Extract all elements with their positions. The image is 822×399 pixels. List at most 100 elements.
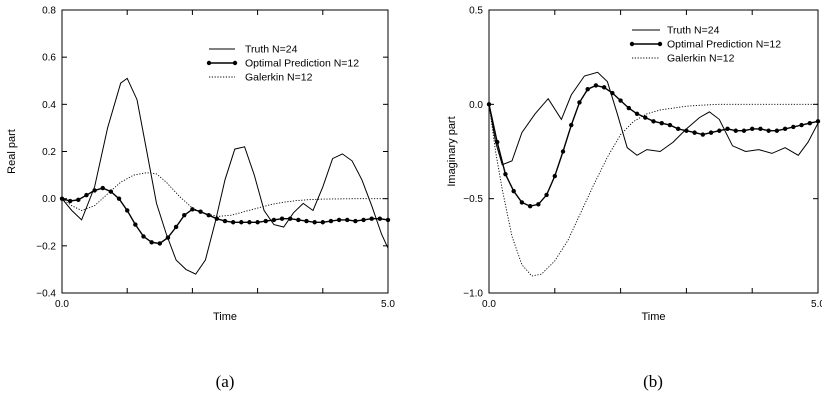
panel-b-legend-label: Truth N=24	[667, 25, 720, 37]
panel-b-legend-label: Galerkin N=12	[667, 53, 735, 65]
panel-b-optimal-point	[799, 122, 804, 128]
panel-b-optimal-point	[585, 87, 590, 92]
panel-b-optimal-point	[569, 122, 574, 128]
panel-a-optimal-point	[206, 212, 211, 218]
panel-a-legend-marker	[232, 60, 238, 66]
panel-a-caption: (a)	[216, 372, 235, 391]
panel-b-optimal-point	[700, 132, 706, 137]
panel-b-optimal-point	[684, 128, 689, 133]
panel-a-optimal-point	[173, 224, 179, 230]
panel-b-optimal-point	[815, 119, 821, 124]
panel-b-optimal-point	[692, 130, 697, 135]
panel-a-optimal-point	[385, 217, 391, 223]
panel-b-optimal-point	[659, 121, 664, 126]
panel-a-optimal-point	[59, 196, 65, 201]
panel-b-caption: (b)	[643, 372, 663, 391]
panel-b-series-galerkin	[488, 103, 818, 277]
panel-a-legend-marker	[206, 60, 212, 66]
panel-b-series-optimal	[488, 84, 819, 207]
panel-a-optimal-point	[222, 218, 228, 224]
panel-b-series-truth	[488, 71, 819, 166]
panel-a-legend-label: Truth N=24	[245, 44, 298, 56]
panel-b-optimal-point	[774, 128, 780, 133]
panel-a-optimal-point	[271, 217, 277, 223]
panel-a-optimal-point	[165, 235, 171, 240]
panel-b-optimal-point	[651, 119, 656, 124]
panel-a-optimal-point	[214, 216, 220, 221]
panel-b-xlabel: Time	[641, 311, 665, 323]
panel-a-optimal-point	[279, 216, 285, 221]
panel-b-legend-label: Optimal Prediction N=12	[667, 39, 781, 51]
panel-b-optimal-point	[675, 126, 681, 132]
panel-b-legend-marker	[657, 41, 663, 47]
panel-a-optimal-point	[353, 218, 358, 224]
panel-a-optimal-point	[84, 192, 89, 198]
panel-a-optimal-point	[361, 217, 366, 223]
panel-b-optimal-point	[750, 126, 755, 132]
panel-a-xtick-label: 0.0	[55, 299, 69, 310]
panel-a-ytick-label: 0.0	[42, 194, 56, 205]
panel-b-optimal-point	[519, 200, 525, 205]
panel-b-ytick-label: −1.0	[463, 289, 483, 300]
panel-a-optimal-point	[296, 217, 301, 223]
panel-b-optimal-point	[610, 90, 615, 96]
panel-b-ytick-label: 0.0	[469, 100, 483, 111]
panel-b-optimal-point	[791, 124, 796, 130]
panel-b-optimal-point	[725, 126, 730, 132]
panel-a-optimal-point	[255, 220, 260, 225]
panel-a-optimal-point	[133, 222, 138, 227]
panel-a-optimal-point	[67, 198, 73, 204]
panel-a-ytick-label: −0.4	[36, 289, 56, 300]
panel-b-optimal-point	[782, 126, 788, 132]
panel-a-optimal-point	[336, 217, 342, 223]
panel-b-xtick-label: 0.0	[482, 299, 496, 310]
panel-a-optimal-point	[230, 220, 236, 225]
panel-a-ytick-label: 0.6	[42, 53, 56, 64]
panel-a-optimal-point	[345, 217, 350, 223]
panel-a-optimal-point	[108, 189, 114, 194]
panel-a-ytick-label: 0.4	[42, 100, 56, 111]
panel-a-xlabel: Time	[213, 311, 237, 323]
panel-b-optimal-point	[601, 85, 607, 90]
panel-b-optimal-point	[536, 202, 541, 207]
panel-a-optimal-point	[182, 212, 187, 218]
panel-b-optimal-point	[593, 83, 599, 88]
panel-b-plot-frame	[488, 9, 819, 294]
panel-b-optimal-point	[495, 139, 500, 145]
panel-b-optimal-point	[618, 98, 623, 103]
panel-a-optimal-point	[76, 197, 81, 203]
panel-a-series-truth	[61, 77, 389, 275]
panel-b-xtick-label: 5.0	[811, 299, 822, 310]
panel-b-optimal-point	[766, 128, 771, 133]
panel-a-optimal-point	[157, 241, 162, 246]
panel-b-ytick-label: −0.5	[463, 194, 483, 205]
panel-a-ytick-label: 0.2	[42, 147, 56, 158]
panel-a-optimal-point	[320, 220, 325, 225]
panel-a-ytick-label: −0.2	[36, 241, 56, 252]
panel-b-ylabel: Imaginary part	[446, 116, 458, 186]
panel-b-optimal-point	[807, 121, 812, 126]
panel-b-legend-marker	[629, 41, 635, 47]
panel-b-optimal-point	[717, 128, 722, 133]
panel-a-optimal-point	[149, 240, 154, 245]
panel-a-ytick-label: 0.8	[42, 6, 56, 17]
panel-b-optimal-point	[577, 100, 582, 105]
panel-a-optimal-point	[312, 220, 317, 225]
panel-b-optimal-point	[708, 130, 714, 135]
panel-b-optimal-point	[503, 171, 508, 177]
panel-a-optimal-point	[304, 218, 309, 224]
panel-a-optimal-point	[247, 220, 252, 225]
panel-b-optimal-point	[626, 105, 632, 111]
panel-a-optimal-point	[100, 185, 105, 191]
panel-a-ylabel: Real part	[6, 129, 18, 174]
panel-a-legend-label: Galerkin N=12	[245, 72, 313, 84]
panel-a-optimal-point	[328, 218, 334, 224]
panel-a-plot-frame	[61, 9, 389, 294]
panel-a-xtick-label: 5.0	[381, 299, 395, 310]
panel-b-optimal-point	[560, 149, 566, 154]
panel-a-optimal-point	[369, 216, 374, 221]
panel-a-optimal-point	[263, 218, 268, 224]
panel-b-optimal-point	[643, 115, 648, 120]
panel-b-optimal-point	[758, 126, 763, 132]
